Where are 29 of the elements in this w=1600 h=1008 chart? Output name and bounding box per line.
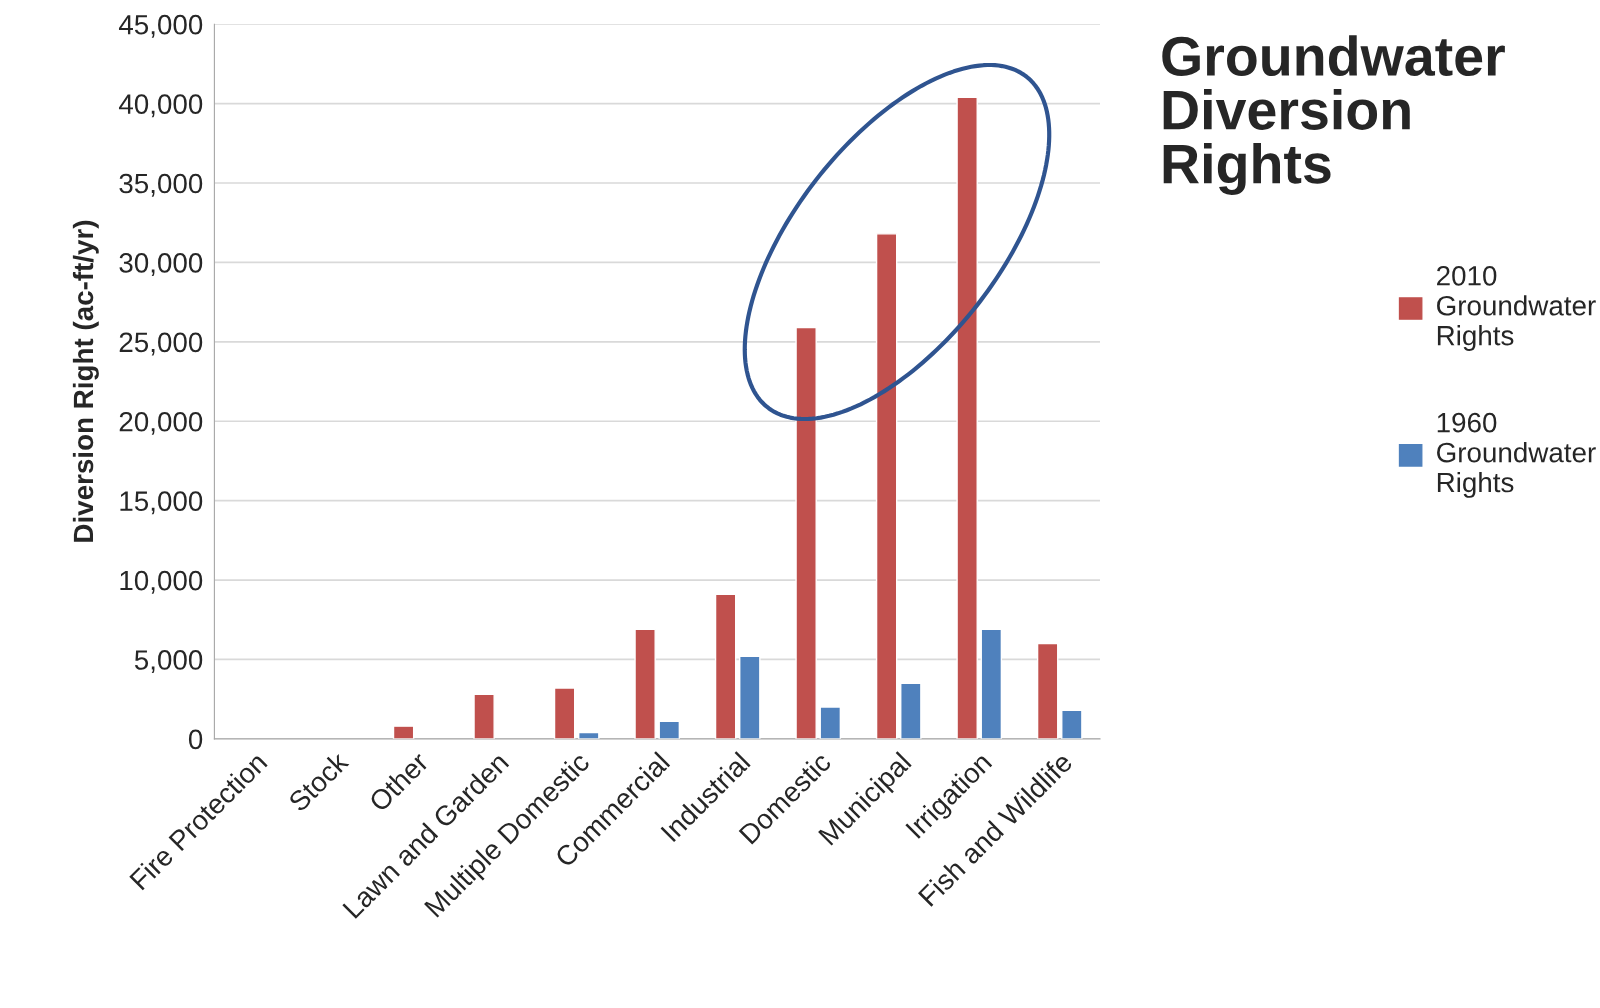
bar [1036, 642, 1059, 739]
bar [658, 720, 681, 739]
y-tick-label: 25,000 [119, 332, 203, 356]
y-tick-label: 5,000 [134, 650, 203, 674]
y-tick-label: 20,000 [119, 411, 203, 435]
bar [714, 593, 737, 739]
bar [739, 655, 761, 739]
bar [553, 687, 576, 739]
bar [875, 233, 898, 739]
bar [392, 725, 415, 739]
y-tick-label: 15,000 [120, 491, 203, 515]
y-tick-label: 45,000 [118, 14, 203, 38]
y-tick-label: 40,000 [118, 94, 203, 118]
y-tick-label: 10,000 [120, 570, 203, 594]
bar [956, 96, 978, 739]
legend-label: 1960 Groundwater Rights [1437, 412, 1596, 498]
y-axis-title: Diversion Right (ac-ft/yr) [72, 220, 99, 542]
bar [900, 682, 922, 739]
y-tick-label: 35,000 [119, 173, 203, 197]
bar [980, 628, 1003, 739]
bar [473, 693, 495, 739]
bar [795, 326, 817, 739]
bar [634, 628, 656, 739]
bar [819, 706, 842, 739]
legend-label: 2010 Groundwater Rights [1437, 265, 1596, 351]
bar [1061, 709, 1083, 739]
y-tick-label: 30,000 [119, 253, 203, 277]
text: Groundwater Diversion Rights [1162, 35, 1505, 195]
y-tick-label: 0 [188, 729, 203, 750]
